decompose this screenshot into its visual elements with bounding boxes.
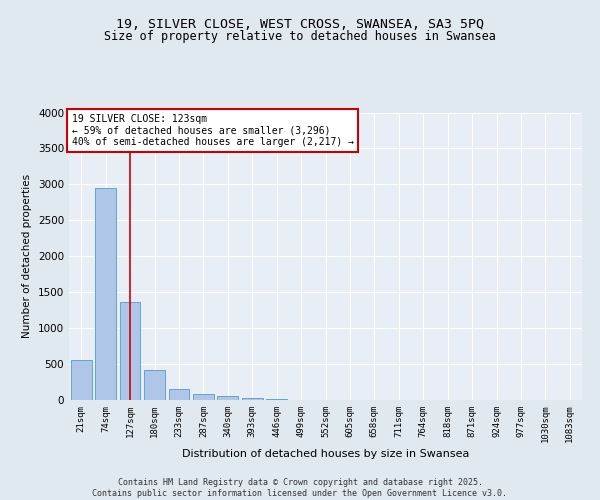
Text: 19, SILVER CLOSE, WEST CROSS, SWANSEA, SA3 5PQ: 19, SILVER CLOSE, WEST CROSS, SWANSEA, S… (116, 18, 484, 30)
Text: Size of property relative to detached houses in Swansea: Size of property relative to detached ho… (104, 30, 496, 43)
Bar (144, 370, 165, 400)
Bar (95, 188, 116, 400)
X-axis label: Distribution of detached houses by size in Swansea: Distribution of detached houses by size … (182, 450, 469, 460)
Bar (217, 396, 238, 400)
Text: 19 SILVER CLOSE: 123sqm
← 59% of detached houses are smaller (3,296)
40% of semi: 19 SILVER CLOSE: 123sqm ← 59% of detache… (71, 114, 353, 147)
Bar (71, 360, 92, 400)
Bar (242, 398, 263, 400)
Text: Contains HM Land Registry data © Crown copyright and database right 2025.
Contai: Contains HM Land Registry data © Crown c… (92, 478, 508, 498)
Bar (169, 388, 190, 400)
Bar (193, 394, 214, 400)
Y-axis label: Number of detached properties: Number of detached properties (22, 174, 32, 338)
Bar (119, 302, 140, 400)
